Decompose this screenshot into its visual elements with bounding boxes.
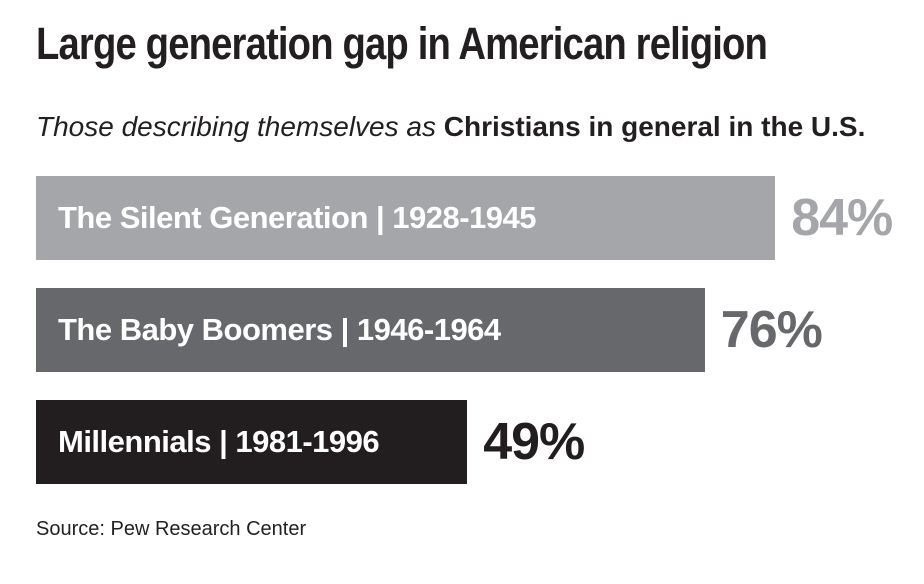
bar-chart: The Silent Generation | 1928-1945 84% The … bbox=[36, 176, 924, 512]
bar-category-label: The Silent Generation | 1928-1945 bbox=[58, 200, 537, 235]
subtitle-bold-text: Christians in general in the U.S. bbox=[443, 111, 866, 142]
chart-subtitle: Those describing themselves as Christian… bbox=[36, 110, 865, 144]
bar-value-label: 76% bbox=[720, 301, 823, 359]
chart-title: Large generation gap in American religio… bbox=[36, 18, 768, 69]
bar-value-label: 49% bbox=[483, 413, 585, 471]
bar-category-label: The Baby Boomers | 1946-1964 bbox=[58, 312, 501, 347]
bar-row: The Silent Generation | 1928-1945 84% bbox=[36, 176, 924, 260]
bar-row: Millennials | 1981-1996 49% bbox=[36, 400, 924, 484]
bar-category-label: Millennials | 1981-1996 bbox=[58, 424, 380, 459]
source-note: Source: Pew Research Center bbox=[36, 518, 307, 540]
subtitle-italic-text: Those describing themselves as bbox=[36, 111, 444, 142]
bar-row: The Baby Boomers | 1946-1964 76% bbox=[36, 288, 924, 372]
bar-3: Millennials | 1981-1996 bbox=[36, 400, 468, 484]
bar-value-label: 84% bbox=[791, 189, 893, 247]
bar-2: The Baby Boomers | 1946-1964 bbox=[36, 288, 705, 372]
bar-1: The Silent Generation | 1928-1945 bbox=[36, 176, 776, 260]
